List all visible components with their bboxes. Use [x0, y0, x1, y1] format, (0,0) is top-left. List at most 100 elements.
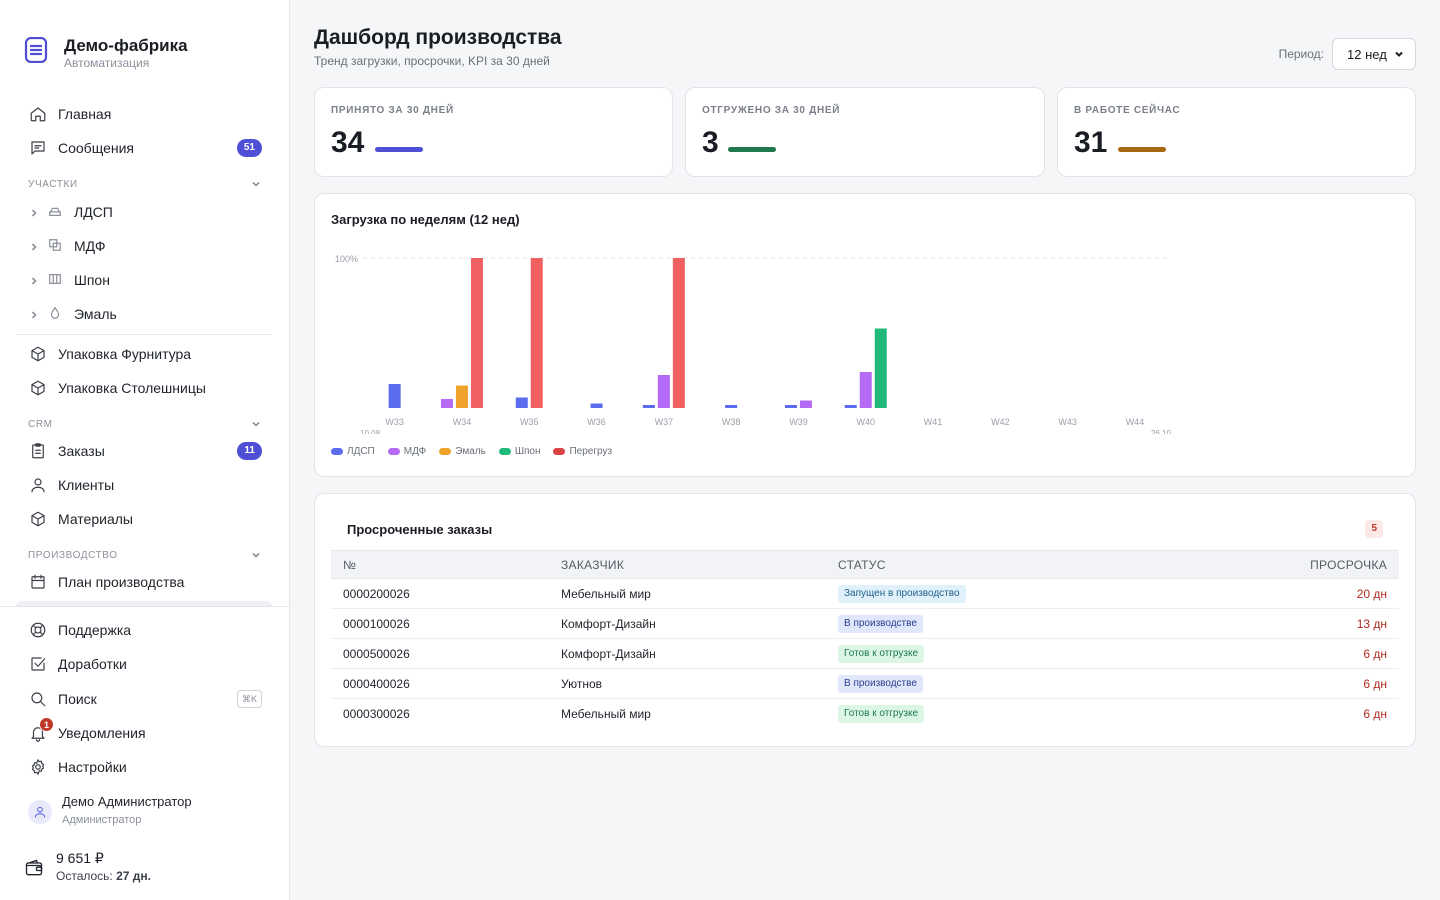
bar-w38-ЛДСП[interactable] [725, 405, 738, 408]
calendar-icon [28, 572, 48, 592]
kpi-value: 3 [702, 126, 719, 159]
period-select[interactable]: 12 нед [1332, 38, 1416, 70]
column-header-delay[interactable]: ПРОСРОЧКА [1169, 550, 1399, 579]
bar-w39-МДФ[interactable] [799, 400, 812, 409]
legend-item-Шпон[interactable]: Шпон [498, 446, 540, 457]
table-row[interactable]: 0000200026 Мебельный мир Запущен в произ… [331, 578, 1399, 609]
sidebar-item-orders[interactable]: Заказы 11 [28, 437, 262, 465]
order-delay: 20 дн [1169, 578, 1399, 609]
bar-w35-ЛДСП[interactable] [515, 397, 528, 409]
legend-item-МДФ[interactable]: МДФ [387, 446, 426, 457]
sidebar-item-packing-hardware[interactable]: Упаковка Фурнитура [28, 340, 262, 368]
sidebar-item-improvements[interactable]: Доработки [28, 650, 262, 678]
order-customer: Уютнов [549, 668, 826, 699]
section-participants[interactable]: УЧАСТКИ [28, 178, 262, 190]
kpi-label: ПРИНЯТО ЗА 30 ДНЕЙ [331, 105, 454, 116]
weekly-load-chart-card: Загрузка по неделям (12 нед) 100% W33 W34 W… [314, 193, 1416, 477]
remaining-label: Осталось: [56, 869, 113, 883]
table-row[interactable]: 0000500026 Комфорт-Дизайн Готов к отгруз… [331, 638, 1399, 669]
user-profile[interactable]: Демо Администратор Администратор [28, 794, 192, 830]
bar-w37-МДФ[interactable] [657, 375, 670, 408]
order-number[interactable]: 0000200026 [331, 578, 549, 609]
date-label-end: 26.10 [1151, 429, 1172, 434]
order-number[interactable]: 0000300026 [343, 706, 410, 721]
x-tick-label: W39 [789, 417, 808, 427]
columns-icon [48, 272, 64, 288]
bar-w34-МДФ[interactable] [440, 399, 453, 408]
bar-w33-ЛДСП[interactable] [388, 384, 401, 408]
sidebar-item-production-plan[interactable]: План производства [28, 568, 262, 596]
section-label: ПРОИЗВОДСТВО [28, 549, 118, 561]
table-row[interactable]: 0000300026 Мебельный мир Готов к отгрузк… [331, 699, 1399, 729]
legend-item-Перегруз[interactable]: Перегруз [553, 446, 612, 457]
table-row[interactable]: 0000400026 Уютнов В производстве 6 дн [331, 668, 1399, 699]
x-tick-label: W41 [924, 417, 943, 427]
legend-item-ЛДСП[interactable]: ЛДСП [331, 446, 375, 457]
bar-w34-Эмаль[interactable] [455, 385, 468, 409]
sidebar-item-mdf[interactable]: МДФ [28, 233, 262, 259]
weekly-load-chart: 100% W33 W34 W35 W36 W37 W38 W39 W40 W41 W42 W43 W44… [335, 254, 1172, 434]
order-status-cell: В производстве [826, 668, 1170, 699]
order-status-cell: В производстве [826, 608, 1170, 639]
table-header-row: № ЗАКАЗЧИК СТАТУС ПРОСРОЧКА [331, 550, 1399, 579]
sidebar-item-search[interactable]: Поиск ⌘K [28, 685, 262, 713]
x-tick-label: W42 [991, 417, 1010, 427]
sidebar-divider [16, 334, 272, 335]
status-badge: Готов к отгрузке [838, 704, 925, 723]
chevron-down-icon [1395, 51, 1403, 57]
order-number[interactable]: 0000400026 [331, 668, 549, 699]
sidebar-item-notifications[interactable]: 1 Уведомления [28, 717, 262, 747]
brand[interactable]: Демо-фабрика Автоматизация [24, 36, 188, 70]
sidebar-item-messages[interactable]: Сообщения 51 [28, 134, 262, 162]
bar-w39-ЛДСП[interactable] [784, 405, 797, 408]
column-header-status[interactable]: СТАТУС [826, 550, 1170, 579]
orders-count-badge: 11 [237, 442, 262, 460]
avatar [28, 800, 52, 824]
sidebar-item-settings[interactable]: Настройки [28, 753, 262, 781]
status-badge: В производстве [838, 674, 923, 693]
column-header-number[interactable]: № [331, 550, 549, 579]
kpi-card-accepted: ПРИНЯТО ЗА 30 ДНЕЙ 34 [314, 87, 673, 177]
bar-w35-Перегруз[interactable] [530, 258, 543, 408]
bar-w36-ЛДСП[interactable] [590, 403, 603, 409]
bar-w40-Шпон[interactable] [874, 328, 887, 409]
wallet-icon [25, 859, 43, 876]
section-production[interactable]: ПРОИЗВОДСТВО [28, 549, 262, 561]
section-crm[interactable]: CRM [28, 418, 262, 430]
box-icon [28, 509, 48, 529]
sidebar-item-enamel[interactable]: Эмаль [28, 301, 262, 327]
legend-item-Эмаль[interactable]: Эмаль [439, 446, 486, 457]
sidebar-item-materials[interactable]: Материалы [28, 505, 262, 533]
sidebar-item-home[interactable]: Главная [28, 100, 262, 128]
order-customer: Мебельный мир [561, 706, 651, 721]
sidebar-item-label: Заказы [58, 443, 105, 459]
table-row[interactable]: 0000100026 Комфорт-Дизайн В производстве… [331, 608, 1399, 639]
order-delay: 6 дн [1169, 668, 1399, 699]
x-tick-label: W40 [856, 417, 875, 427]
sidebar-item-ldsp[interactable]: ЛДСП [28, 199, 262, 225]
balance-widget[interactable]: 9 651 ₽ Осталось: 27 дн. [24, 850, 151, 886]
kpi-card-in-progress: В РАБОТЕ СЕЙЧАС 31 [1057, 87, 1416, 177]
user-icon [34, 806, 46, 818]
bar-w34-Перегруз[interactable] [470, 258, 483, 408]
sidebar-item-veneer[interactable]: Шпон [28, 267, 262, 293]
chevron-right-icon [28, 240, 40, 252]
order-number[interactable]: 0000100026 [331, 608, 549, 639]
bar-w37-ЛДСП[interactable] [642, 405, 655, 408]
box-icon [28, 378, 48, 398]
legend-label: Эмаль [455, 446, 486, 457]
order-number[interactable]: 0000500026 [331, 638, 549, 669]
kpi-value: 31 [1074, 126, 1108, 159]
sidebar-item-packing-countertops[interactable]: Упаковка Столешницы [28, 374, 262, 402]
bar-w40-ЛДСП[interactable] [844, 405, 857, 408]
sidebar-item-support[interactable]: Поддержка [28, 616, 262, 644]
balance-amount: 9 651 ₽ [56, 850, 104, 866]
app-title: Демо-фабрика [64, 36, 188, 55]
bar-w37-Перегруз[interactable] [672, 258, 685, 408]
copy-icon [48, 238, 64, 254]
legend-swatch [553, 448, 566, 455]
column-header-customer[interactable]: ЗАКАЗЧИК [549, 550, 826, 579]
bar-w40-МДФ[interactable] [859, 372, 872, 408]
layers-icon [48, 204, 64, 220]
sidebar-item-clients[interactable]: Клиенты [28, 471, 262, 499]
